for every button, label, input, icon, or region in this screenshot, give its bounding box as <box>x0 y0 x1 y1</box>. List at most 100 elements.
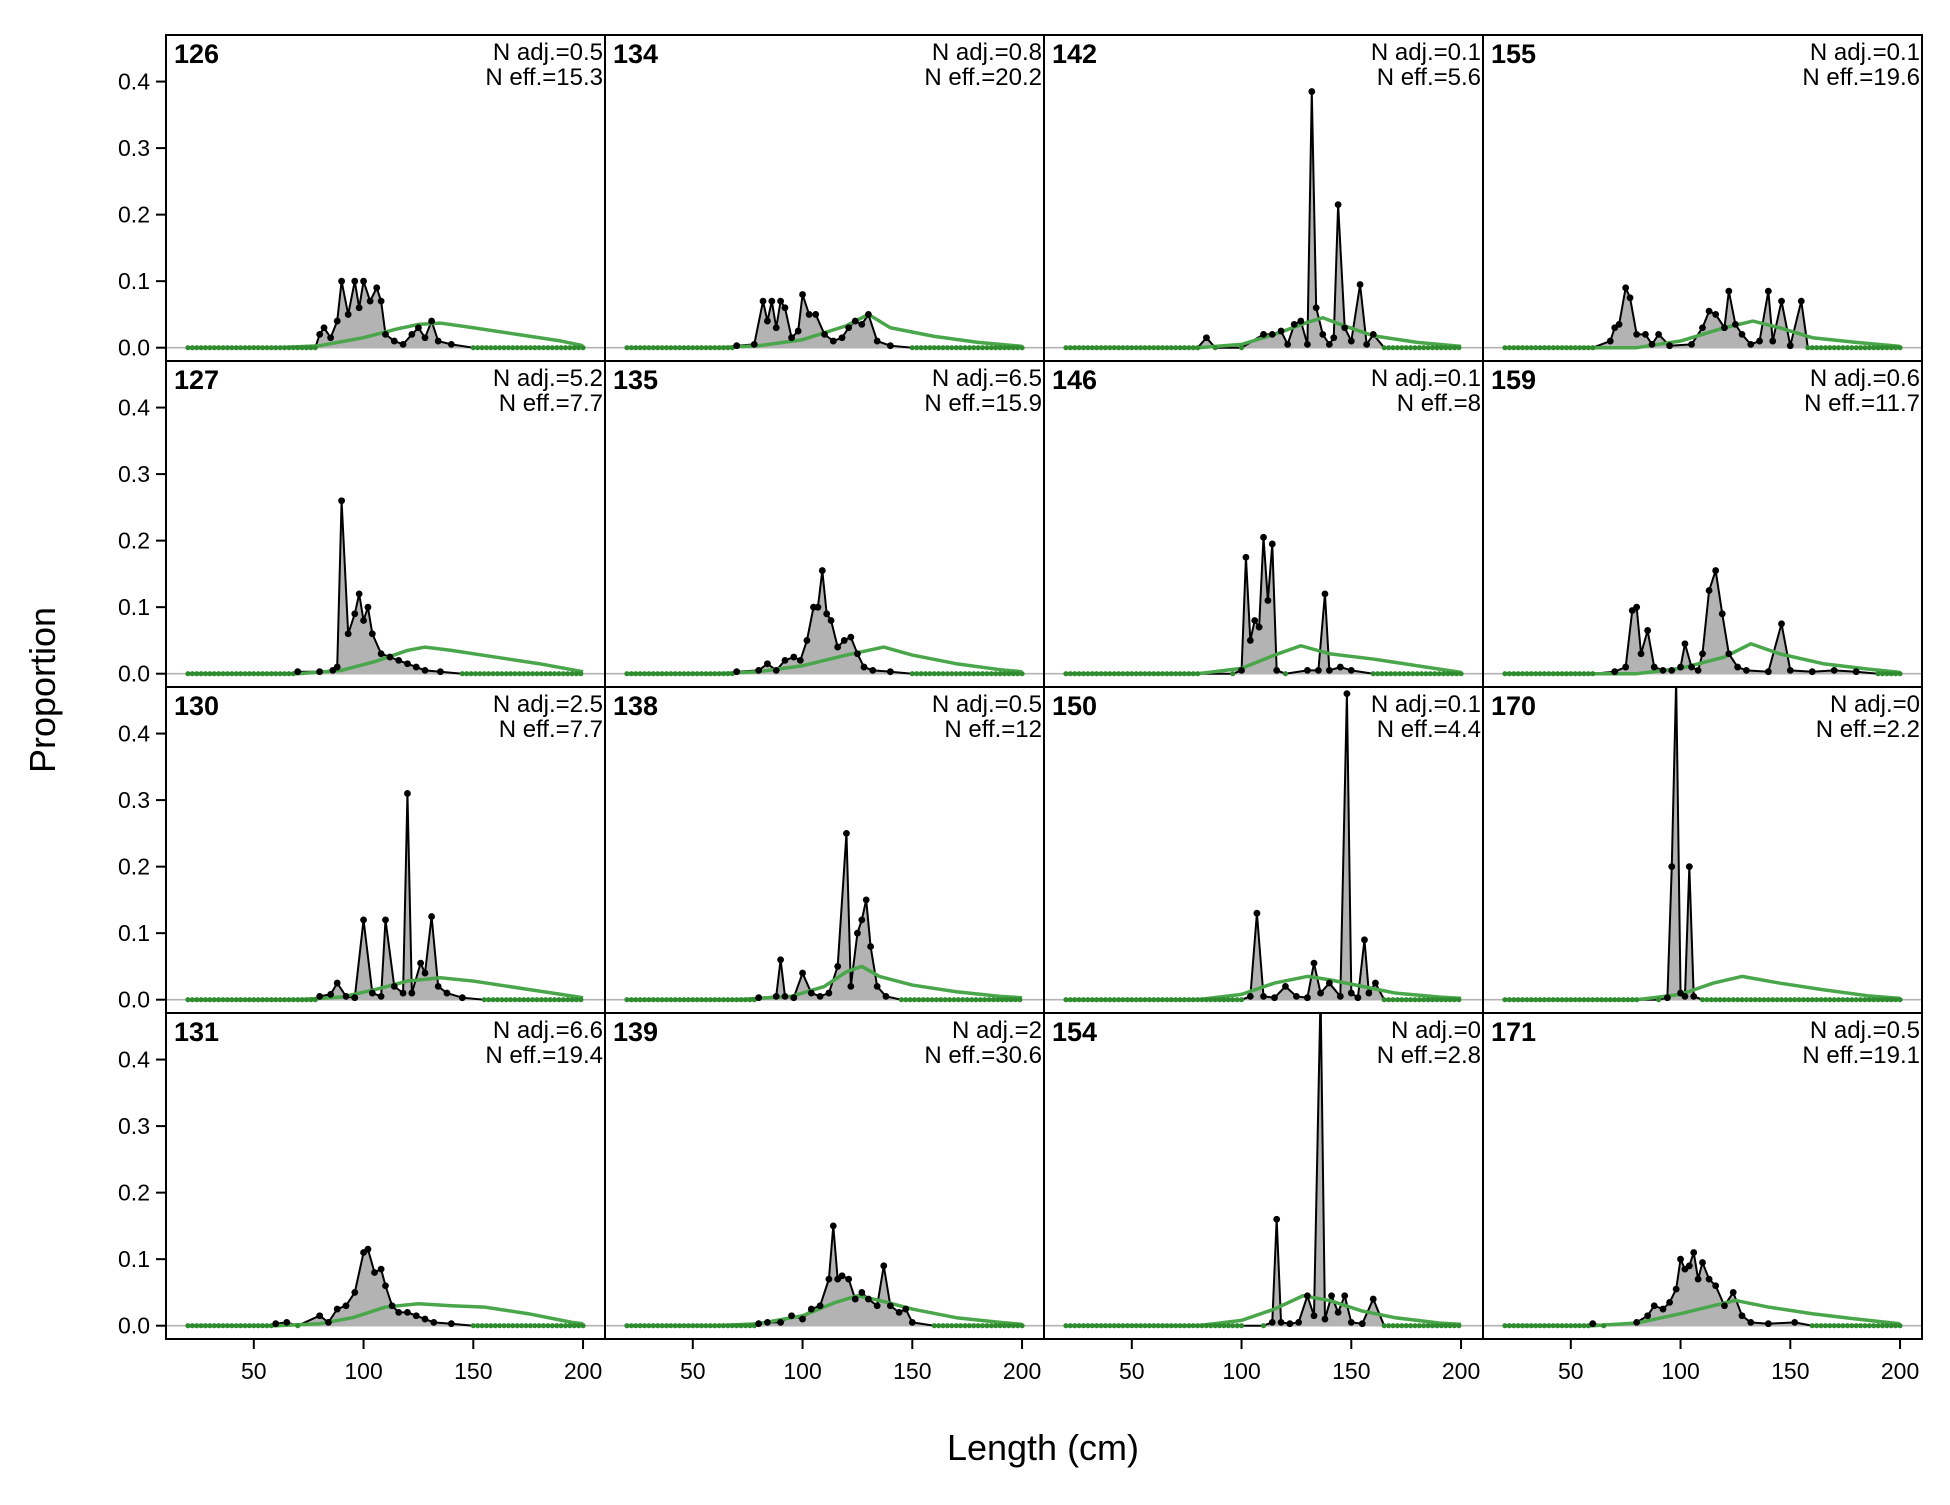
observed-point <box>1416 1323 1422 1329</box>
observed-point <box>637 1323 643 1329</box>
observed-point <box>1555 1323 1561 1329</box>
observed-point <box>966 1323 972 1329</box>
observed-point <box>1871 345 1877 351</box>
observed-point <box>805 311 813 318</box>
y-tick-label: 0.1 <box>118 594 150 620</box>
observed-point <box>698 671 705 677</box>
observed-point <box>501 345 507 351</box>
expected-line <box>1065 644 1462 676</box>
observed-point <box>316 992 324 1000</box>
observed-point <box>1672 1285 1680 1293</box>
observed-point <box>851 317 859 325</box>
observed-point <box>1072 997 1078 1003</box>
observed-point <box>1541 997 1548 1003</box>
observed-point <box>458 994 466 1002</box>
observed-point <box>929 997 935 1003</box>
observed-point <box>1429 997 1436 1003</box>
observed-point <box>1282 982 1289 990</box>
observed-point <box>1443 345 1449 351</box>
observed-point <box>940 345 946 351</box>
observed-point <box>1251 617 1259 624</box>
observed-point <box>373 284 381 292</box>
observed-point <box>273 997 279 1003</box>
observed-point <box>988 345 994 351</box>
observed-point <box>1107 997 1113 1003</box>
observed-point <box>1648 340 1656 348</box>
observed-point <box>1137 671 1144 677</box>
observed-point <box>655 345 661 351</box>
observed-point <box>198 671 204 677</box>
x-tick-label: 50 <box>1558 1358 1584 1384</box>
observed-point <box>1576 997 1583 1003</box>
observed-point <box>238 671 244 677</box>
panel-plot-area <box>605 567 1044 677</box>
observed-point <box>351 994 359 1002</box>
n-adj-text: N adj.=2.5 <box>493 691 603 718</box>
observed-point <box>312 997 318 1003</box>
observed-point <box>1111 997 1117 1003</box>
observed-point <box>1334 201 1342 209</box>
observed-point <box>1120 671 1126 677</box>
observed-point <box>1173 671 1179 677</box>
observed-point <box>499 997 505 1003</box>
observed-point <box>979 345 986 351</box>
y-tick-label: 0.4 <box>118 721 150 747</box>
observed-point <box>259 345 266 351</box>
observed-point <box>1611 668 1619 676</box>
observed-point <box>1094 671 1100 677</box>
observed-point <box>663 997 670 1003</box>
observed-point <box>573 997 580 1003</box>
n-eff-text: N eff.=7.7 <box>499 716 603 743</box>
x-tick-label: 150 <box>1771 1358 1809 1384</box>
n-eff-text: N eff.=11.7 <box>1804 390 1920 417</box>
observed-point <box>772 666 780 674</box>
observed-point <box>1884 671 1890 677</box>
observed-point <box>668 997 674 1003</box>
observed-point <box>479 345 485 351</box>
observed-point <box>1173 997 1179 1003</box>
observed-point <box>707 671 713 677</box>
observed-point <box>931 1323 937 1329</box>
panel-label: 134 <box>613 39 658 69</box>
observed-point <box>246 1323 253 1329</box>
observed-point <box>360 277 367 285</box>
observed-point <box>681 671 687 677</box>
observed-point <box>1124 997 1131 1003</box>
observed-point <box>742 1323 749 1329</box>
observed-point <box>1190 997 1196 1003</box>
observed-point <box>918 345 924 351</box>
observed-point <box>1238 1323 1245 1329</box>
observed-point <box>1524 671 1530 677</box>
observed-point <box>712 671 718 677</box>
observed-point <box>272 1320 280 1328</box>
observed-point <box>637 671 643 677</box>
observed-point <box>1111 345 1117 351</box>
n-eff-text: N eff.=19.1 <box>1802 1042 1920 1069</box>
observed-point <box>1650 663 1658 671</box>
observed-point <box>202 345 209 351</box>
observed-point <box>738 997 744 1003</box>
observed-point <box>1454 671 1460 677</box>
observed-point <box>1151 345 1157 351</box>
observed-point <box>1336 992 1344 1000</box>
observed-point <box>655 997 661 1003</box>
observed-point <box>545 1323 551 1329</box>
observed-point <box>781 656 789 664</box>
observed-point <box>1822 1323 1829 1329</box>
observed-point <box>1347 989 1355 997</box>
observed-point <box>238 1323 244 1329</box>
observed-point <box>1330 334 1338 342</box>
observed-point <box>788 334 795 342</box>
panel-plot-area <box>1044 690 1483 1003</box>
observed-point <box>712 1323 718 1329</box>
observed-point <box>1203 997 1210 1003</box>
observed-point <box>1655 330 1662 338</box>
observed-point <box>1656 997 1662 1003</box>
observed-point <box>1857 345 1864 351</box>
observed-point <box>1017 997 1023 1003</box>
observed-point <box>368 630 376 638</box>
observed-point <box>1897 1323 1903 1329</box>
observed-point <box>633 1323 639 1329</box>
observed-point <box>1063 1323 1069 1329</box>
observed-point <box>1451 345 1458 351</box>
